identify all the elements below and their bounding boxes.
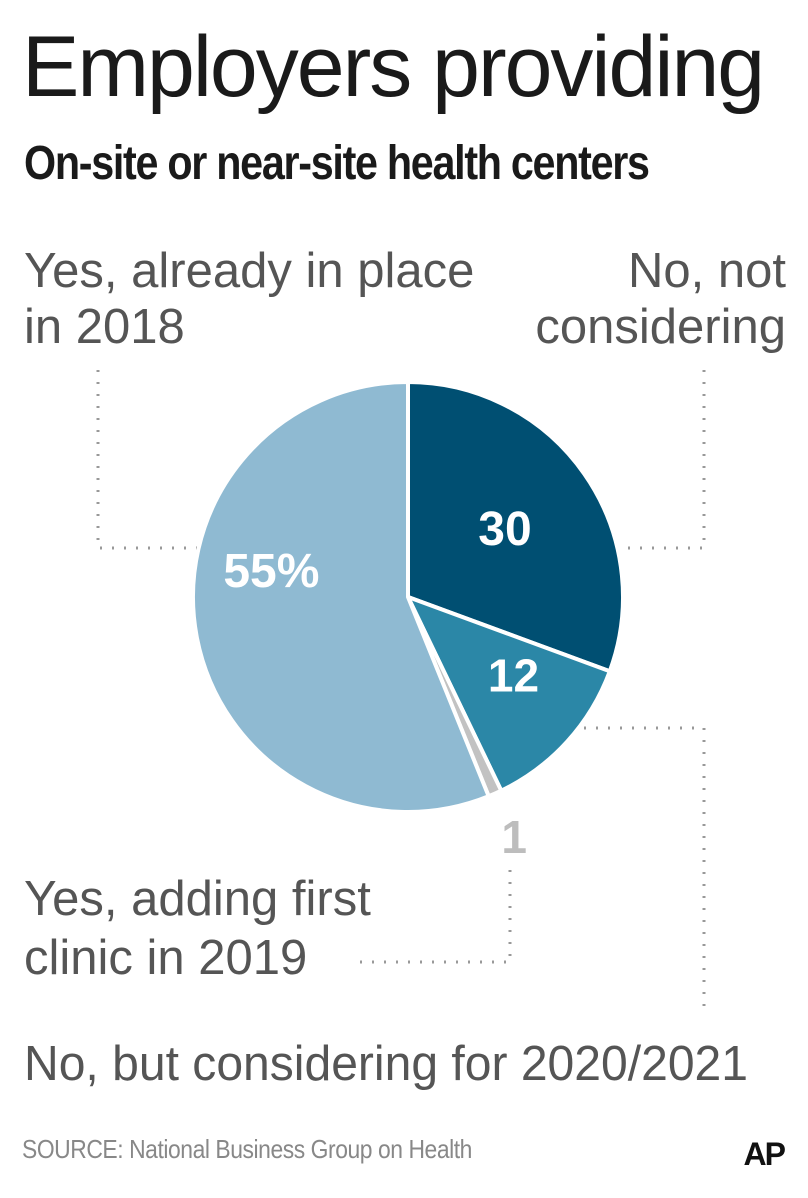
label-considering: No, but considering for 2020/2021	[24, 1037, 748, 1091]
leader-line-already	[96, 370, 200, 550]
source-note: SOURCE: National Business Group on Healt…	[22, 1134, 472, 1164]
pie-slices	[191, 380, 625, 814]
pie-slice	[191, 380, 491, 814]
chart-title: Employers providing	[22, 19, 765, 115]
label-adding-line1: Yes, adding first	[24, 872, 371, 926]
label-not-considering-line2: considering	[535, 300, 786, 354]
pie-slice-value-label: 12	[488, 650, 539, 702]
leader-line-adding	[350, 870, 512, 964]
pie-value-labels: 30 12 1 55%	[223, 503, 539, 863]
pie-slice	[406, 595, 612, 793]
label-already-line1: Yes, already in place	[24, 244, 474, 298]
pie-slice-value-label: 55%	[223, 545, 319, 598]
label-adding-line2: clinic in 2019	[24, 931, 307, 985]
leader-lines	[96, 370, 706, 1012]
pie-slice-value-label: 30	[478, 503, 531, 556]
pie-slice-value-label: 1	[501, 811, 527, 863]
chart-subtitle: On-site or near-site health centers	[24, 137, 650, 190]
label-not-considering-line1: No, not	[628, 244, 786, 298]
label-already-line2: in 2018	[24, 300, 185, 354]
leader-line-considering	[584, 726, 706, 1012]
ap-logo: AP	[743, 1136, 786, 1172]
pie-slice	[406, 380, 625, 674]
